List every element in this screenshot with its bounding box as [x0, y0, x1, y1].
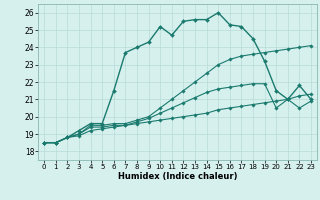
X-axis label: Humidex (Indice chaleur): Humidex (Indice chaleur): [118, 172, 237, 181]
